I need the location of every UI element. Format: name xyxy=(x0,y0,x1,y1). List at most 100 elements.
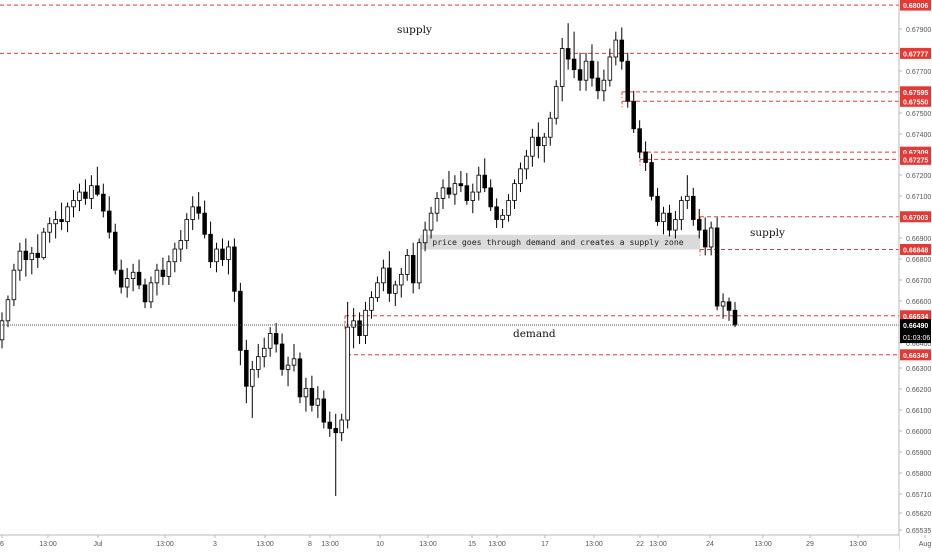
current-price-tag xyxy=(900,319,931,344)
candle-body xyxy=(250,368,255,387)
candle xyxy=(35,234,41,269)
time-tick-label: 13:00 xyxy=(488,541,506,548)
level-price-tag-label: 0.67777 xyxy=(903,51,928,58)
candle-body xyxy=(23,250,29,261)
candle-body xyxy=(428,212,434,231)
candle xyxy=(428,206,434,239)
time-tick-label: 10 xyxy=(376,541,384,548)
price-axis-background xyxy=(899,0,932,550)
candle xyxy=(17,242,23,281)
level-price-tag-label: 0.66848 xyxy=(903,247,928,254)
candle-body xyxy=(553,86,559,119)
candle-body xyxy=(470,191,476,201)
candle xyxy=(315,386,321,418)
time-tick-label: 6 xyxy=(0,541,4,548)
candle xyxy=(291,344,297,372)
candle xyxy=(196,192,201,220)
candle-body xyxy=(351,320,356,328)
candle-body xyxy=(107,210,112,233)
price-axis[interactable]: 0.679000.678000.677000.676000.675000.674… xyxy=(898,0,932,550)
candle xyxy=(393,280,398,307)
candle-body xyxy=(667,212,672,231)
candle-body xyxy=(625,60,630,102)
candle-body xyxy=(583,60,589,81)
time-tick-label: 17 xyxy=(541,541,549,548)
candle-body xyxy=(47,223,52,233)
candle xyxy=(410,242,416,294)
candle xyxy=(553,80,559,125)
candle-body xyxy=(536,136,541,147)
candle xyxy=(577,52,583,91)
candle-body xyxy=(279,343,285,370)
time-tick-label: Aug xyxy=(919,541,932,548)
price-tick-label: 0.65535 xyxy=(906,528,931,535)
candle-body xyxy=(148,282,154,303)
supply-label-top: supply xyxy=(397,24,432,36)
candle xyxy=(482,158,487,193)
candle-body xyxy=(327,421,333,429)
candle-body xyxy=(238,290,243,351)
candle xyxy=(327,411,333,437)
candle-body xyxy=(196,206,201,214)
candle-body xyxy=(124,278,130,288)
candle xyxy=(130,263,136,292)
supply-zone: price goes through demand and creates a … xyxy=(420,234,700,250)
candle-body xyxy=(488,187,493,208)
candle xyxy=(244,339,249,404)
candle xyxy=(548,111,553,146)
candle-body xyxy=(542,136,547,147)
candle xyxy=(220,238,225,266)
candles xyxy=(0,23,738,497)
candle xyxy=(89,175,94,209)
candle-body xyxy=(101,193,106,212)
candle-body xyxy=(297,358,303,398)
candle-body xyxy=(244,349,249,387)
candle xyxy=(148,276,154,309)
time-axis[interactable]: 6 13:00 Jul 13:00 3 13:00 8 13:00 10 13:00 15 13:00… xyxy=(0,534,932,550)
candle xyxy=(369,291,374,319)
level-price-tag xyxy=(900,243,931,255)
candle xyxy=(303,377,309,412)
level-price-tag-label: 0.67003 xyxy=(903,215,928,222)
candle-body xyxy=(321,398,327,423)
candle xyxy=(124,268,130,298)
time-tick-label: 22 xyxy=(636,541,644,548)
candle xyxy=(696,208,702,239)
candle xyxy=(661,206,666,235)
horizontal-levels xyxy=(0,4,899,361)
candle xyxy=(232,238,237,302)
candle-body xyxy=(267,333,273,349)
candle-body xyxy=(53,219,58,225)
candle xyxy=(357,312,362,345)
candle xyxy=(363,301,368,345)
candle-body xyxy=(95,185,100,195)
candle xyxy=(381,259,386,292)
candle xyxy=(422,221,428,252)
annotations: supply supply demand xyxy=(397,24,785,340)
candle-body xyxy=(5,299,11,322)
candle-body xyxy=(184,219,189,242)
candle-body xyxy=(77,191,82,201)
candle xyxy=(530,128,535,167)
zone-note-label: price goes through demand and creates a … xyxy=(432,237,683,247)
candle xyxy=(0,312,5,349)
candle xyxy=(559,37,565,102)
candle xyxy=(649,154,654,201)
countdown-label: 01:03:06 xyxy=(903,335,930,342)
candle xyxy=(708,221,714,256)
candle-body xyxy=(160,269,166,277)
price-tick-label: 0.67900 xyxy=(906,27,931,34)
candle xyxy=(154,263,160,296)
candle-body xyxy=(315,398,321,406)
price-tick-label: 0.67400 xyxy=(906,132,931,139)
candle xyxy=(702,217,708,256)
candle xyxy=(261,337,267,368)
price-tick-label: 0.66600 xyxy=(906,299,931,306)
candle xyxy=(583,52,589,91)
candle-body xyxy=(571,58,577,71)
candle-body xyxy=(333,428,338,434)
candle-body xyxy=(339,419,344,434)
candle xyxy=(77,183,82,212)
